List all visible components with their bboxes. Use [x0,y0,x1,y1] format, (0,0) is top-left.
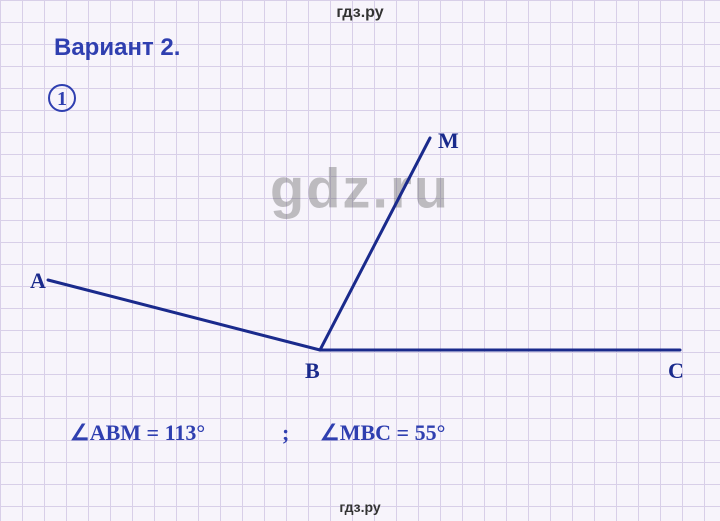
answer-2: ∠MBC = 55° [320,420,445,445]
site-footer: гдз.ру [0,499,720,515]
segment-BM [320,138,430,350]
answer-sep: ; [282,420,289,445]
site-header: гдз.ру [0,4,720,22]
point-label-C: C [668,358,684,383]
variant-label: Вариант 2. [54,34,180,62]
point-label-A: A [30,268,46,293]
point-label-M: M [438,128,459,153]
segment-AB [48,280,320,350]
point-label-B: B [305,358,320,383]
problem-number: 1 [57,88,67,110]
answer-0: ∠ABM = 113° [70,420,205,445]
geometry-diagram: 1 A B M C ∠ABM = 113°; ∠MBC = 55° [0,0,720,521]
